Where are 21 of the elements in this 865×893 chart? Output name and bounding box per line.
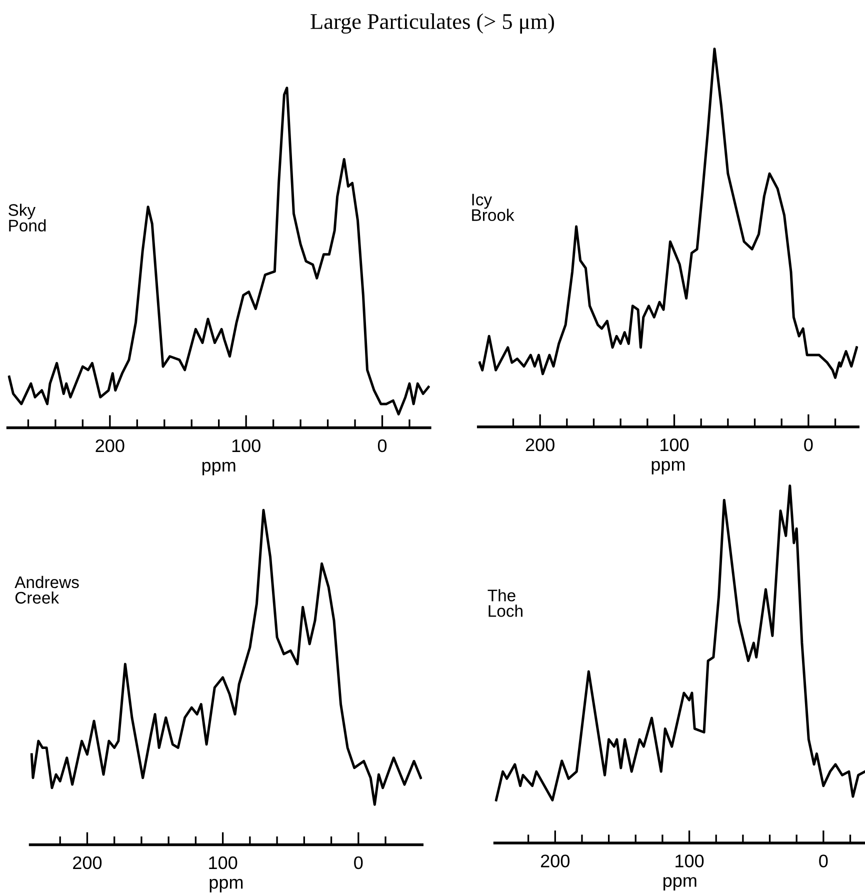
x-tick-label: 200: [73, 856, 102, 870]
x-axis-title: ppm: [663, 877, 696, 891]
x-tick-label: 0: [378, 439, 387, 452]
text: Icy Brook: [472, 194, 514, 222]
text: Sky Pond: [8, 204, 46, 232]
text: Large Particulates (> 5 μm): [310, 13, 554, 34]
x-tick-label: 200: [96, 439, 124, 452]
text: The Loch: [488, 589, 522, 617]
x-axis-title: ppm: [210, 878, 243, 892]
x-tick-label: 200: [526, 438, 554, 452]
x-tick-label: 100: [676, 854, 704, 868]
x-tick-label: 100: [660, 438, 689, 452]
x-axis-title: ppm: [202, 462, 236, 476]
x-tick-label: 100: [209, 856, 238, 870]
text: Andrews Creek: [14, 576, 79, 604]
x-tick-label: 100: [232, 439, 260, 452]
x-tick-label: 0: [819, 854, 828, 868]
x-tick-label: 0: [354, 856, 363, 870]
x-tick-label: 200: [540, 854, 570, 868]
x-tick-label: 0: [804, 438, 813, 452]
x-axis-title: ppm: [652, 460, 685, 474]
